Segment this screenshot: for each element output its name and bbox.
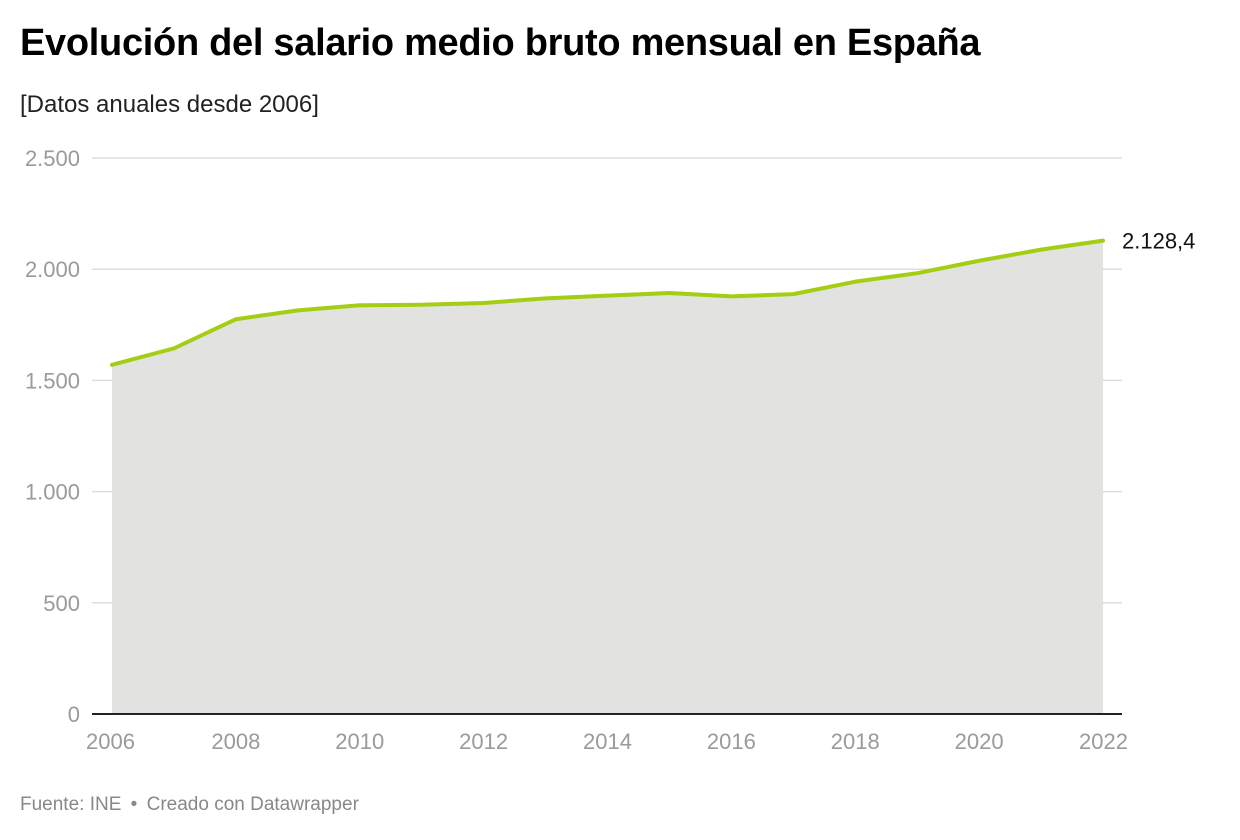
chart-footer: Fuente: INE • Creado con Datawrapper [20, 794, 359, 816]
x-tick-label: 2012 [459, 729, 508, 754]
y-axis-tick-labels: 0 500 1.000 1.500 2.000 2.500 [25, 146, 80, 727]
area-fill [112, 240, 1103, 714]
area-fill-group [112, 240, 1103, 714]
x-tick-label: 2008 [211, 729, 260, 754]
chart-title: Evolución del salario medio bruto mensua… [20, 22, 981, 64]
y-tick-label: 1.500 [25, 368, 80, 393]
line-area-chart: 0 500 1.000 1.500 2.000 2.500 2006 2008 2010 201… [25, 146, 1195, 754]
x-tick-label: 2022 [1079, 729, 1128, 754]
x-tick-label: 2016 [707, 729, 756, 754]
footer-separator: • [130, 794, 138, 815]
y-tick-label: 500 [43, 591, 80, 616]
credit-note: Creado con Datawrapper [146, 794, 359, 815]
y-tick-label: 2.500 [25, 146, 80, 171]
series-line [110, 238, 1105, 367]
x-tick-label: 2018 [831, 729, 880, 754]
data-labels: 2.128,4 [1122, 229, 1195, 254]
x-axis-tick-labels: 2006 2008 2010 2012 2014 2016 2018 2020 2022 [86, 729, 1128, 754]
y-tick-label: 0 [68, 702, 80, 727]
x-tick-label: 2014 [583, 729, 632, 754]
series-line-group [110, 238, 1105, 367]
end-value-label: 2.128,4 [1122, 229, 1195, 254]
chart-subtitle: [Datos anuales desde 2006] [20, 91, 319, 118]
x-tick-label: 2010 [335, 729, 384, 754]
x-tick-label: 2020 [955, 729, 1004, 754]
y-tick-label: 2.000 [25, 257, 80, 282]
y-tick-label: 1.000 [25, 480, 80, 505]
source-note: Fuente: INE [20, 794, 122, 815]
x-tick-label: 2006 [86, 729, 135, 754]
